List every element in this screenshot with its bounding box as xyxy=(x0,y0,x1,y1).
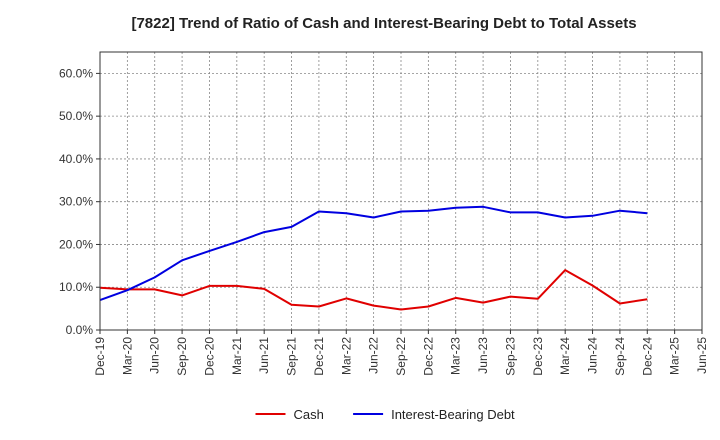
x-tick-label: Sep-22 xyxy=(394,337,408,376)
x-tick-label: Jun-24 xyxy=(586,337,600,374)
x-tick-label: Dec-19 xyxy=(93,337,107,376)
x-tick-label: Jun-20 xyxy=(148,337,162,374)
legend-label-cash: Cash xyxy=(294,407,324,422)
x-tick-label: Mar-23 xyxy=(449,337,463,375)
x-tick-label: Sep-23 xyxy=(503,337,517,376)
x-tick-label: Mar-25 xyxy=(668,337,682,375)
x-tick-label: Mar-24 xyxy=(558,337,572,375)
x-tick-label: Jun-21 xyxy=(257,337,271,374)
x-axis-ticks: Dec-19 Mar-20 Jun-20 Sep-20 Dec-20 Mar-21 Jun-… xyxy=(93,330,709,376)
y-tick-label: 0.0% xyxy=(66,323,94,337)
x-tick-label: Dec-23 xyxy=(531,337,545,376)
series-line-cash xyxy=(99,269,648,311)
series-line-interest-bearing-debt xyxy=(99,205,648,302)
x-tick-label: Jun-25 xyxy=(695,337,709,374)
y-tick-label: 10.0% xyxy=(59,280,93,294)
x-tick-label: Mar-20 xyxy=(120,337,134,375)
x-tick-label: Sep-21 xyxy=(285,337,299,376)
series-lines xyxy=(99,205,648,311)
x-tick-label: Dec-21 xyxy=(312,337,326,376)
x-tick-label: Jun-23 xyxy=(476,337,490,374)
legend-label-interest-bearing-debt: Interest-Bearing Debt xyxy=(391,407,515,422)
y-tick-label: 40.0% xyxy=(59,152,93,166)
x-tick-label: Sep-24 xyxy=(613,337,627,376)
chart-title: [7822] Trend of Ratio of Cash and Intere… xyxy=(131,15,636,32)
y-tick-label: 50.0% xyxy=(59,109,93,123)
y-tick-label: 30.0% xyxy=(59,195,93,209)
x-tick-label: Dec-20 xyxy=(202,337,216,376)
y-axis-ticks: 0.0% 10.0% 20.0% 30.0% 40.0% 50.0% 60.0% xyxy=(59,66,100,337)
y-tick-label: 60.0% xyxy=(59,66,93,80)
y-tick-label: 20.0% xyxy=(59,237,93,251)
x-tick-label: Mar-21 xyxy=(230,337,244,375)
x-tick-label: Sep-20 xyxy=(175,337,189,376)
x-tick-label: Dec-22 xyxy=(421,337,435,376)
legend: Cash Interest-Bearing Debt xyxy=(255,407,515,422)
grid xyxy=(99,52,703,331)
x-tick-label: Mar-22 xyxy=(339,337,353,375)
plot-frame xyxy=(99,51,703,331)
x-tick-label: Jun-22 xyxy=(367,337,381,374)
x-tick-label: Dec-24 xyxy=(640,337,654,376)
